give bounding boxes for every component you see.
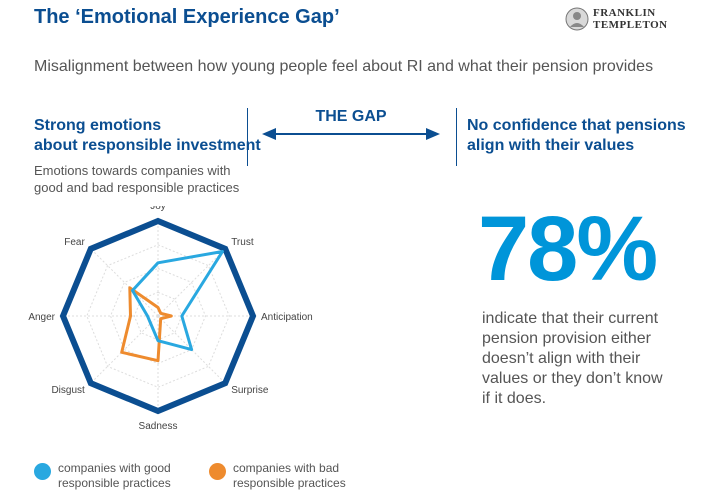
right-heading-line-1: No confidence that pensions — [467, 117, 686, 134]
legend-swatch-good — [34, 463, 51, 480]
stat-desc-line-1: indicate that their current — [482, 310, 659, 327]
spoke-fear — [90, 248, 159, 317]
axis-label-anger: Anger — [28, 312, 55, 323]
subtitle: Misalignment between how young people fe… — [34, 58, 654, 75]
left-caption: Emotions towards companies with good and… — [34, 162, 239, 196]
legend-good-line-1: companies with good — [58, 461, 171, 475]
right-heading: No confidence that pensions align with t… — [467, 116, 686, 156]
stat-desc-line-5: if it does. — [482, 390, 547, 407]
big-stat: 78% — [478, 198, 658, 300]
legend-good-line-2: responsible practices — [58, 476, 171, 490]
stat-desc-line-4: values or they don’t know — [482, 370, 663, 387]
stat-description: indicate that their current pension prov… — [482, 309, 702, 409]
series-good-polygon — [131, 250, 224, 352]
legend-label-good: companies with good responsible practice… — [58, 461, 198, 491]
page-title: The ‘Emotional Experience Gap’ — [34, 6, 340, 28]
gap-label: THE GAP — [315, 108, 387, 125]
radar-outer-frame — [59, 217, 257, 415]
legend-bad-line-1: companies with bad — [233, 461, 340, 475]
stat-desc-line-2: pension provision either — [482, 330, 651, 347]
grid-ring-3 — [86, 244, 230, 388]
stat-desc-line-3: doesn’t align with their — [482, 350, 641, 367]
axis-label-trust: Trust — [231, 237, 254, 248]
legend-swatch-bad — [209, 463, 226, 480]
legend-label-bad: companies with bad responsible practices — [233, 461, 373, 491]
left-caption-line-1: Emotions towards companies with — [34, 163, 231, 178]
left-caption-line-2: good and bad responsible practices — [34, 180, 240, 195]
divider-left — [247, 108, 248, 166]
axis-label-fear: Fear — [64, 237, 85, 248]
axis-label-disgust: Disgust — [51, 385, 85, 396]
left-heading-line-2: about responsible investment — [34, 137, 261, 154]
axis-label-anticipation: Anticipation — [261, 312, 313, 323]
double-arrow-icon — [262, 128, 440, 140]
founder-portrait-icon — [565, 7, 589, 31]
left-heading-line-1: Strong emotions — [34, 117, 162, 134]
logo-line-1: FRANKLIN — [593, 7, 656, 19]
axis-label-joy: Joy — [150, 206, 166, 212]
series-bad-polygon — [120, 286, 173, 363]
axis-label-sadness: Sadness — [139, 421, 178, 432]
radar-chart: Joy Trust Anticipation Surprise Sadness Disgu… — [28, 206, 313, 432]
divider-right — [456, 108, 457, 166]
left-heading: Strong emotions about responsible invest… — [34, 116, 261, 156]
axis-label-surprise: Surprise — [231, 385, 269, 396]
franklin-templeton-logo: FRANKLIN TEMPLETON — [565, 7, 695, 31]
logo-line-2: TEMPLETON — [593, 19, 668, 31]
legend-bad-line-2: responsible practices — [233, 476, 346, 490]
right-heading-line-2: align with their values — [467, 137, 635, 154]
